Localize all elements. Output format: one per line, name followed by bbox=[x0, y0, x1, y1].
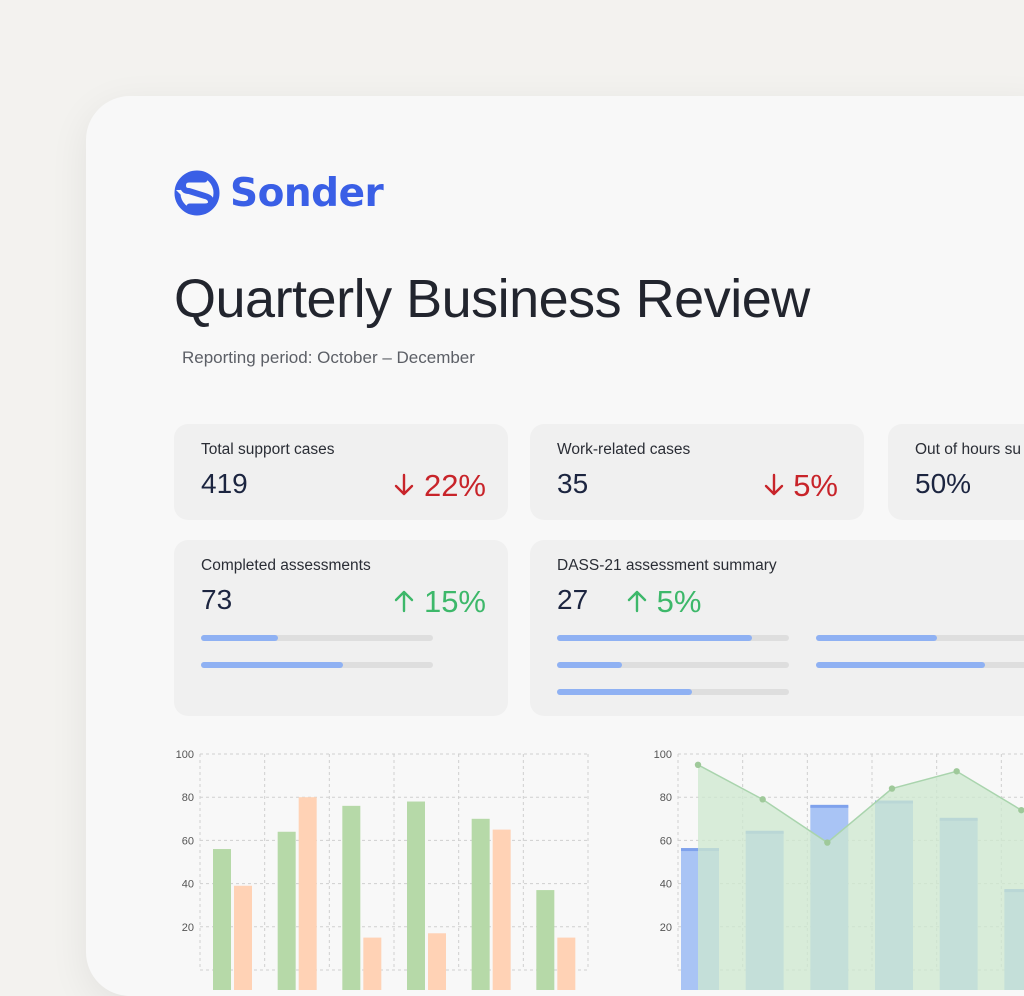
delta-indicator: 5% bbox=[626, 584, 701, 620]
delta-indicator: 5% bbox=[763, 468, 838, 504]
progress-bar bbox=[201, 635, 433, 641]
delta-value: 5% bbox=[656, 584, 702, 619]
y-tick-label: 80 bbox=[660, 792, 672, 804]
bar-orange bbox=[492, 829, 511, 990]
progress-fill bbox=[557, 635, 752, 641]
out-of-hours-card: Out of hours su 50% bbox=[888, 424, 1024, 520]
area-point bbox=[888, 785, 896, 792]
work-related-cases-card: Work-related cases 35 5% bbox=[530, 424, 864, 520]
progress-fill bbox=[201, 662, 343, 668]
y-tick-label: 80 bbox=[182, 792, 194, 804]
progress-bar bbox=[816, 662, 1024, 668]
bar-green bbox=[277, 831, 296, 990]
dass21-summary-card: DASS-21 assessment summary 27 5% bbox=[530, 540, 1024, 716]
bar-orange bbox=[363, 937, 382, 990]
right-combo-chart: 20 40 60 80 100 bbox=[654, 749, 1024, 990]
completed-assessments-card: Completed assessments 73 15% bbox=[174, 540, 508, 716]
delta-value: 5% bbox=[793, 468, 838, 503]
brand-logo[interactable]: Sonder bbox=[174, 170, 384, 216]
card-value: 419 bbox=[201, 468, 248, 499]
bar-green bbox=[536, 890, 555, 990]
delta-indicator: 15% bbox=[393, 584, 486, 620]
arrow-down-icon bbox=[764, 473, 783, 496]
progress-fill bbox=[557, 662, 622, 668]
bar-green bbox=[407, 801, 425, 990]
arrow-up-icon bbox=[395, 590, 414, 613]
bar-green bbox=[342, 805, 361, 990]
area-point bbox=[759, 796, 766, 803]
area-line bbox=[697, 764, 1022, 844]
sonder-logo-icon bbox=[174, 170, 220, 216]
y-tick-label: 100 bbox=[176, 749, 194, 761]
card-label: Completed assessments bbox=[201, 557, 371, 574]
left-bar-chart: 20 40 60 80 100 bbox=[176, 749, 589, 990]
area-series bbox=[698, 764, 1024, 990]
card-value: 27 bbox=[557, 584, 589, 615]
card-value: 50% bbox=[915, 468, 972, 499]
progress-bar bbox=[201, 662, 433, 668]
delta-value: 22% bbox=[423, 468, 486, 503]
y-tick-label: 20 bbox=[182, 922, 194, 934]
delta-value: 15% bbox=[423, 584, 486, 619]
y-tick-label: 100 bbox=[654, 749, 672, 761]
bar-green bbox=[213, 849, 231, 990]
card-label: DASS-21 assessment summary bbox=[557, 557, 777, 574]
report-panel: Sonder Quarterly Business Review Reporti… bbox=[86, 96, 1024, 996]
progress-bar bbox=[557, 662, 789, 668]
card-label: Total support cases bbox=[201, 441, 335, 458]
card-value: 35 bbox=[557, 468, 589, 499]
progress-bar bbox=[557, 689, 789, 695]
bar-orange bbox=[234, 885, 252, 990]
page-title: Quarterly Business Review bbox=[174, 269, 810, 329]
total-support-cases-card: Total support cases 419 22% bbox=[174, 424, 508, 520]
progress-fill bbox=[201, 635, 278, 641]
bar-green bbox=[471, 818, 490, 990]
progress-fill bbox=[816, 635, 937, 641]
progress-fill bbox=[557, 689, 692, 695]
area-point bbox=[953, 768, 960, 775]
bar-orange bbox=[557, 937, 576, 990]
arrow-up-icon bbox=[627, 590, 647, 613]
y-tick-label: 60 bbox=[660, 835, 672, 847]
y-tick-label: 40 bbox=[660, 879, 672, 891]
area-point bbox=[694, 761, 702, 768]
progress-bar bbox=[816, 635, 1024, 641]
card-value: 73 bbox=[201, 584, 233, 615]
arrow-down-icon bbox=[395, 473, 414, 496]
area-point bbox=[824, 839, 831, 846]
delta-indicator: 22% bbox=[393, 468, 486, 504]
card-label: Out of hours su bbox=[915, 441, 1021, 458]
y-tick-label: 60 bbox=[182, 835, 194, 847]
y-tick-label: 20 bbox=[660, 922, 672, 934]
bar-orange bbox=[428, 933, 446, 990]
bar-blue-cap bbox=[810, 804, 849, 808]
progress-bar bbox=[557, 635, 789, 641]
progress-fill bbox=[816, 662, 986, 668]
area-point bbox=[1018, 806, 1024, 814]
bar-orange bbox=[298, 797, 317, 990]
y-tick-label: 40 bbox=[182, 879, 194, 891]
brand-name: Sonder bbox=[230, 170, 384, 216]
reporting-period: Reporting period: October – December bbox=[182, 348, 475, 367]
card-label: Work-related cases bbox=[557, 441, 691, 458]
